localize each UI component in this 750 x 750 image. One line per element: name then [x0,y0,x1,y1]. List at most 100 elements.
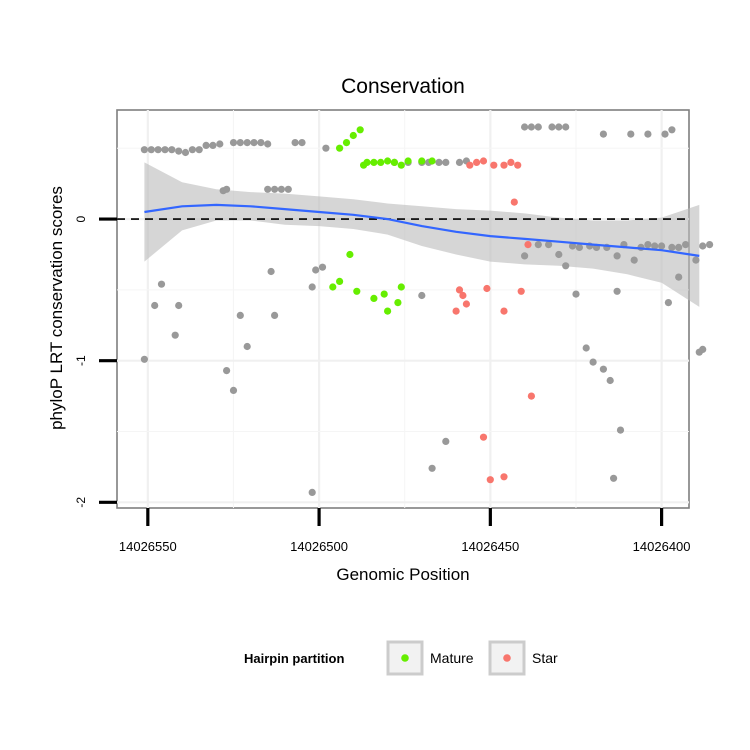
data-point-other [599,130,608,138]
data-point-other [154,146,162,154]
legend: Hairpin partition Mature Star [244,640,558,676]
data-point-other [318,263,327,271]
data-point-other [706,241,714,249]
data-point-other [521,123,529,131]
x-tick-label: 14026450 [461,539,519,554]
legend-label-star: Star [532,650,558,666]
data-point-other [627,130,635,138]
data-point-other [664,299,673,307]
data-point-other [271,185,279,193]
data-point-other [613,287,621,295]
data-point-other [699,242,707,250]
y-tick-label: -2 [74,497,88,508]
data-point-other [675,243,683,251]
data-point-mature [418,157,426,165]
data-point-mature [329,283,337,291]
data-point-mature [397,283,405,291]
data-point-mature [370,294,378,302]
plot-panel [116,109,690,509]
data-point-other [613,252,621,260]
data-point-star [462,300,470,308]
data-point-other [250,139,258,147]
data-point-star [483,284,491,293]
data-point-other [606,376,614,385]
data-point-other [140,146,148,154]
data-point-other [267,267,275,276]
data-point-other [312,266,320,274]
data-points [140,123,714,496]
data-point-other [675,273,683,281]
data-point-other [223,185,231,193]
data-point-mature [346,250,354,259]
smooth-line [144,203,700,257]
data-point-mature [390,158,398,166]
data-point-star [514,161,522,169]
y-axis-label: phyloP LRT conservation scores [47,186,66,430]
data-point-other [527,123,536,131]
data-point-other [271,311,279,319]
data-point-star [473,158,481,166]
data-point-mature [336,277,344,285]
y-tick-label: 0 [74,215,88,222]
data-point-other [175,301,183,310]
data-point-other [548,123,556,131]
data-point-other [308,488,316,496]
data-point-other [658,242,666,250]
data-point-other [171,331,179,339]
data-point-star [459,291,467,300]
chart-title: Conservation [341,75,465,98]
data-point-star [524,241,532,249]
data-point-mature [384,307,392,315]
data-point-other [692,256,700,264]
data-point-other [181,148,190,157]
confidence-band-area [144,162,700,307]
x-tick-label: 14026550 [119,539,177,554]
legend-marker-mature [401,654,409,662]
data-point-other [264,185,272,193]
data-point-mature [377,158,385,166]
data-point-other [157,280,166,288]
y-axis: -2 -1 0 [74,215,117,508]
data-point-other [236,311,244,319]
data-point-other [534,123,542,131]
data-point-other [229,386,238,394]
data-point-other [682,241,690,249]
data-point-mature [394,299,402,307]
data-point-mature [370,158,378,166]
data-point-other [195,146,203,154]
legend-label-mature: Mature [430,650,474,666]
data-point-other [418,291,426,300]
data-point-star [500,161,508,169]
data-point-other [616,426,625,434]
data-point-other [582,344,590,352]
legend-title: Hairpin partition [244,651,344,666]
data-point-other [555,123,563,131]
data-point-other [572,290,580,298]
data-point-mature [404,157,412,165]
data-point-other [236,139,244,147]
data-point-other [243,342,251,351]
data-point-other [521,252,529,260]
data-point-other [140,355,148,363]
data-point-other [168,146,176,154]
data-point-other [555,250,563,259]
data-point-mature [384,157,392,165]
data-point-other [562,123,570,131]
data-point-other [243,139,251,147]
data-point-other [442,158,450,166]
data-point-other [216,140,224,148]
data-point-mature [353,287,361,295]
data-point-star [455,286,464,294]
data-point-star [490,161,498,169]
data-point-other [229,139,238,147]
data-point-other [209,141,217,149]
data-point-other [202,141,210,149]
data-point-other [308,283,316,291]
confidence-band [144,162,700,307]
data-point-other [223,367,231,375]
data-point-other [668,126,676,134]
data-point-star [479,433,488,441]
data-point-other [175,147,183,155]
x-tick-label: 14026400 [633,539,691,554]
